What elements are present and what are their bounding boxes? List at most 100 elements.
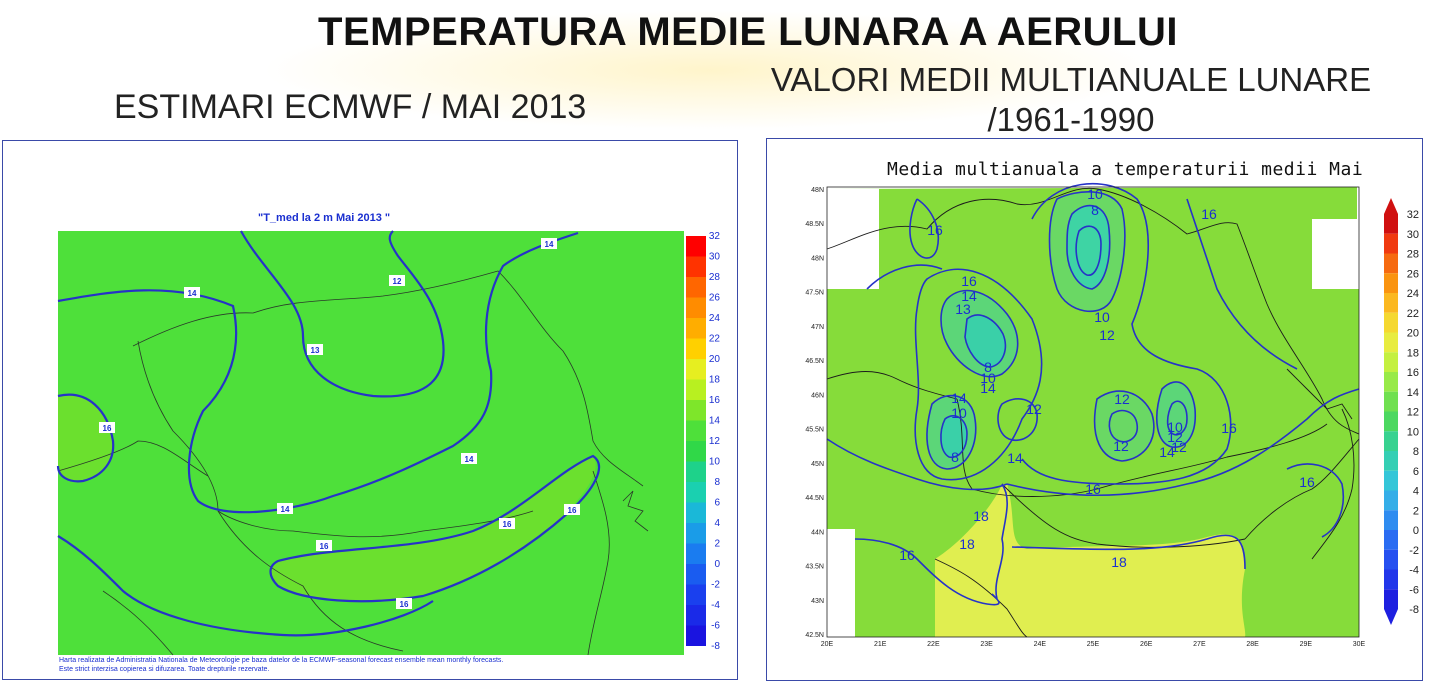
colorbar-tick-label: 2 xyxy=(1413,505,1419,517)
isotherm-label: 14 xyxy=(465,455,474,464)
latitude-label: 45N xyxy=(811,461,824,468)
label-bg xyxy=(389,275,405,286)
colorbar-tick-label: 2 xyxy=(714,539,720,550)
colorbar-tick-label: 26 xyxy=(1407,268,1419,280)
colorbar-swatch xyxy=(1384,470,1398,491)
colorbar-swatch xyxy=(686,605,706,626)
isotherm-label: 14 xyxy=(281,505,290,514)
label-bg xyxy=(316,540,332,551)
isotherm-label: 16 xyxy=(961,273,977,289)
isotherm-lines xyxy=(826,182,1360,606)
colorbar-swatch xyxy=(1384,214,1398,234)
isotherm-label: 10 xyxy=(980,370,996,386)
colorbar-swatch xyxy=(1384,510,1398,530)
page-title: TEMPERATURA MEDIE LUNARA A AERULUI xyxy=(318,10,1178,54)
longitude-label: 20E xyxy=(821,641,834,648)
latitude-label: 48N xyxy=(811,255,824,262)
colorbar-tick-label: 0 xyxy=(1413,525,1419,537)
colorbar-swatch xyxy=(686,420,706,441)
colorbar-tick-label: 8 xyxy=(714,477,720,488)
colorbar-swatch xyxy=(686,256,706,277)
colorbar-tick-label: 14 xyxy=(709,416,721,427)
longitude-label: 24E xyxy=(1034,641,1047,648)
latitude-label: 48.5N xyxy=(805,221,824,228)
longitude-label: 27E xyxy=(1193,641,1206,648)
isotherm-label: 18 xyxy=(973,508,989,524)
latitude-label: 42.5N xyxy=(805,632,824,639)
colorbar-swatch xyxy=(686,379,706,400)
isotherm-label: 12 xyxy=(1171,439,1187,455)
cold-core-southwest xyxy=(940,415,967,458)
latitude-label: 44.5N xyxy=(805,495,824,502)
colorbar-swatch xyxy=(686,338,706,359)
colorbar-swatch xyxy=(686,625,706,646)
right-title-line2: /1961-1990 xyxy=(987,101,1155,138)
footer-line1: Harta realizata de Administratia Nationa… xyxy=(59,657,504,664)
isotherm-label: 10 xyxy=(1087,186,1103,202)
isotherm-label: 16 xyxy=(320,542,329,551)
colorbar-tick-label: -6 xyxy=(1409,584,1419,596)
isotherm-label: 13 xyxy=(311,346,320,355)
colorbar-tick-label: 20 xyxy=(709,354,721,365)
climatology-map-svg: 10 8 16 16 16 14 13 10 12 8 10 14 14 10 … xyxy=(805,182,1419,648)
colorbar-swatch xyxy=(1384,293,1398,313)
isotherm-label-group: 14 12 13 14 16 14 16 16 16 14 16 xyxy=(99,238,580,609)
isotherm-label: 18 xyxy=(959,536,975,552)
isotherm-label: 8 xyxy=(951,449,959,465)
colorbar-tick-label: 16 xyxy=(1407,367,1419,379)
colorbar-tick-label: 32 xyxy=(1407,209,1419,221)
isotherm-label: 16 xyxy=(1085,481,1101,497)
isotherm-label: 14 xyxy=(1007,450,1023,466)
colorbar-tick-label: -4 xyxy=(711,600,720,611)
isotherm-label: 12 xyxy=(1113,438,1129,454)
colorbar-tick-label: 6 xyxy=(1413,466,1419,478)
latitude-label: 46N xyxy=(811,392,824,399)
map-footer: Harta realizata de Administratia Nationa… xyxy=(59,656,719,674)
colorbar-swatch xyxy=(1384,332,1398,353)
isotherm-label: 16 xyxy=(1221,420,1237,436)
colorbar-tick-label: 24 xyxy=(709,313,721,324)
longitude-labels: 20E 21E 22E 23E 24E 25E 26E 27E 28E 29E 30E xyxy=(821,641,1366,648)
label-bg xyxy=(461,453,477,464)
isotherm-label: 14 xyxy=(980,380,996,396)
label-bg xyxy=(541,238,557,249)
label-bg xyxy=(307,344,323,355)
colorbar-tick-label: 18 xyxy=(709,375,721,386)
isotherm-label: 12 xyxy=(1099,327,1115,343)
colorbar-swatch xyxy=(1384,451,1398,471)
colorbar-arrow-top xyxy=(1384,198,1398,214)
colorbar-swatch xyxy=(1384,549,1398,570)
colorbar-tick-label: 20 xyxy=(1407,328,1419,340)
isotherm-label: 14 xyxy=(188,289,197,298)
isotherm-label: 8 xyxy=(1091,202,1099,218)
colorbar-swatch xyxy=(1384,372,1398,392)
isotherm-label: 16 xyxy=(899,547,915,563)
longitude-label: 29E xyxy=(1300,641,1313,648)
isotherm-label: 14 xyxy=(961,288,977,304)
label-bg xyxy=(396,598,412,609)
climatology-map-panel: 10 8 16 16 16 14 13 10 12 8 10 14 14 10 … xyxy=(766,138,1423,681)
colorbar-swatch xyxy=(1384,312,1398,333)
colorbar-tick-label: 28 xyxy=(1407,249,1419,261)
colorbar-tick-label: 12 xyxy=(1407,407,1419,419)
colorbar-tick-label: 8 xyxy=(1413,446,1419,458)
colorbar-tick-label: -2 xyxy=(1409,545,1419,557)
latitude-label: 47N xyxy=(811,324,824,331)
colorbar-tick-label: 10 xyxy=(709,457,721,468)
right-title-line1: VALORI MEDII MULTIANUALE LUNARE xyxy=(770,61,1372,98)
latitude-label: 45.5N xyxy=(805,427,824,434)
colorbar-swatch xyxy=(686,318,706,339)
colorbar-swatch xyxy=(686,277,706,298)
colorbar-swatch xyxy=(1384,352,1398,372)
isotherm-label: 12 xyxy=(1026,401,1042,417)
isotherm-label: 18 xyxy=(1111,554,1127,570)
colorbar-swatch xyxy=(1384,233,1398,254)
right-map-title: Media multianuala a temperaturii medii M… xyxy=(887,159,1364,180)
colorbar-swatch xyxy=(686,441,706,462)
isotherm-label: 8 xyxy=(984,359,992,375)
colorbar-arrow-bottom xyxy=(1384,609,1398,625)
label-bg xyxy=(499,518,515,529)
isotherm-label: 16 xyxy=(400,600,409,609)
colorbar-swatch xyxy=(686,400,706,421)
